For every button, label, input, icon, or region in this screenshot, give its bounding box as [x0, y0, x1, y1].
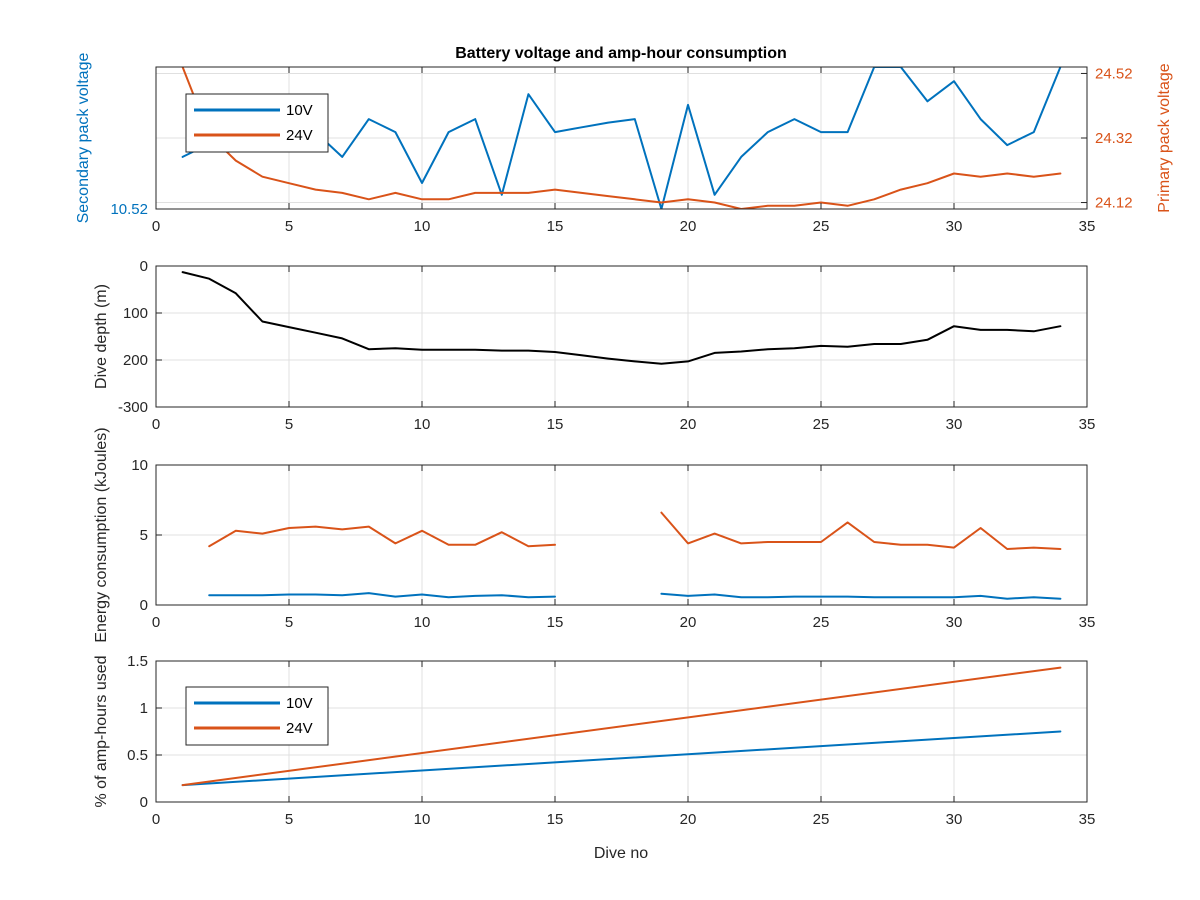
- x-tick-label: 5: [285, 614, 293, 631]
- x-tick-label: 20: [680, 416, 697, 433]
- y-tick-label: 10: [131, 457, 148, 474]
- x-tick-label: 5: [285, 811, 293, 828]
- y-right-tick-label: 24.32: [1095, 130, 1133, 147]
- x-tick-label: 20: [680, 614, 697, 631]
- legend-box: [185, 686, 329, 746]
- y-axis-label-right: Primary pack voltage: [1156, 63, 1173, 212]
- series-group: [181, 67, 1062, 209]
- x-tick-label: 0: [152, 811, 160, 828]
- y-axis-label: Dive depth (m): [93, 284, 110, 389]
- series-line-10v: [181, 67, 1062, 209]
- x-axis: 0 5 10 15 20 25 30 35: [152, 67, 1096, 235]
- figure-title: Battery voltage and amp-hour consumption: [455, 45, 787, 62]
- legend-label: 24V: [286, 127, 313, 144]
- x-tick-label: 20: [680, 218, 697, 235]
- x-tick-label: 20: [680, 811, 697, 828]
- y-axis-label: % of amp-hours used: [93, 655, 110, 807]
- y-axis: 0 5 10: [131, 457, 162, 614]
- y-tick-label: 0: [140, 794, 148, 811]
- series-line-10v: [181, 730, 1062, 787]
- x-tick-label: 25: [813, 614, 830, 631]
- x-tick-label: 30: [946, 811, 963, 828]
- y-tick-label: 0: [140, 258, 148, 275]
- x-tick-label: 30: [946, 416, 963, 433]
- series-group: [181, 271, 1062, 365]
- x-tick-label: 25: [813, 218, 830, 235]
- y-tick-label: -300: [118, 399, 148, 416]
- y-axis-label: Secondary pack voltage: [75, 53, 92, 224]
- series-group: [181, 666, 1062, 787]
- x-tick-label: 10: [414, 811, 431, 828]
- legend-label: 10V: [286, 695, 313, 712]
- x-tick-label: 10: [414, 218, 431, 235]
- series-line-10v: [208, 592, 1062, 600]
- grid-lines: [156, 67, 1087, 209]
- y-tick-label: 0: [140, 597, 148, 614]
- x-tick-label: 5: [285, 416, 293, 433]
- series-line-24v: [208, 511, 1062, 550]
- x-tick-label: 25: [813, 811, 830, 828]
- x-axis: 0 5 10 15 20 25 30 35: [152, 661, 1096, 828]
- x-tick-label: 35: [1079, 614, 1096, 631]
- y-right-tick-label: 24.52: [1095, 65, 1133, 82]
- legend-label: 24V: [286, 720, 313, 737]
- axes-box: [155, 265, 1088, 408]
- x-tick-label: 15: [547, 416, 564, 433]
- y-axis: 0 0.5 1 1.5: [127, 653, 162, 811]
- x-tick-label: 0: [152, 416, 160, 433]
- x-tick-label: 35: [1079, 416, 1096, 433]
- x-tick-label: 10: [414, 614, 431, 631]
- series-line-24v: [181, 67, 1062, 209]
- x-axis: 0 5 10 15 20 25 30 35: [152, 465, 1096, 631]
- x-tick-label: 15: [547, 811, 564, 828]
- y-axis: 0 100 200 -300: [118, 258, 162, 416]
- legend-label: 10V: [286, 102, 313, 119]
- grid-lines: [156, 465, 1087, 605]
- x-tick-label: 10: [414, 416, 431, 433]
- voltage-panel: 0 5 10 15 20 25 30 35 10.52 24.12 24.32 24.52 Second…: [75, 53, 1173, 235]
- y-tick-label: 1.5: [127, 653, 148, 670]
- y-tick-label: 5: [140, 527, 148, 544]
- y-tick-label: 200: [123, 352, 148, 369]
- y-tick-label: 10.52: [110, 201, 148, 218]
- y-axis-right: 24.12 24.32 24.52: [1081, 65, 1133, 212]
- x-axis: 0 5 10 15 20 25 30 35: [152, 266, 1096, 433]
- amphours-panel: 0 5 10 15 20 25 30 35 0 0.5 1 1.5 % of amp-hours use…: [93, 653, 1095, 828]
- series-group: [208, 511, 1062, 600]
- series-line-24v: [181, 666, 1062, 787]
- x-axis-label: Dive no: [594, 845, 648, 862]
- y-tick-label: 0.5: [127, 747, 148, 764]
- depth-panel: 0 5 10 15 20 25 30 35 0 100 200 -300 Dive depth (m): [93, 258, 1095, 433]
- x-tick-label: 30: [946, 614, 963, 631]
- x-tick-label: 0: [152, 218, 160, 235]
- series-line-depth: [181, 271, 1062, 365]
- x-tick-label: 30: [946, 218, 963, 235]
- x-tick-label: 15: [547, 218, 564, 235]
- y-tick-label: 100: [123, 305, 148, 322]
- x-tick-label: 5: [285, 218, 293, 235]
- axes-box: [155, 660, 1088, 803]
- legend-box: [185, 93, 329, 153]
- y-axis: 10.52: [110, 201, 162, 218]
- energy-panel: 0 5 10 15 20 25 30 35 0 5 10 Energy consumption (kJ…: [93, 427, 1095, 642]
- y-tick-label: 1: [140, 700, 148, 717]
- y-right-tick-label: 24.12: [1095, 195, 1133, 212]
- x-tick-label: 35: [1079, 218, 1096, 235]
- grid-lines: [156, 266, 1087, 407]
- x-tick-label: 25: [813, 416, 830, 433]
- x-tick-label: 35: [1079, 811, 1096, 828]
- x-tick-label: 0: [152, 614, 160, 631]
- y-axis-label: Energy consumption (kJoules): [93, 427, 110, 642]
- x-tick-label: 15: [547, 614, 564, 631]
